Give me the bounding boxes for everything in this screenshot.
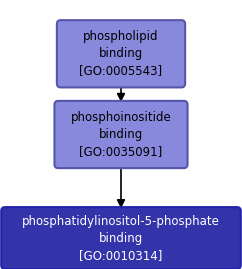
FancyBboxPatch shape [57,20,185,87]
Text: phospholipid
binding
[GO:0005543]: phospholipid binding [GO:0005543] [79,30,163,77]
Text: phosphoinositide
binding
[GO:0035091]: phosphoinositide binding [GO:0035091] [71,111,171,158]
FancyBboxPatch shape [54,101,188,168]
FancyBboxPatch shape [1,207,241,269]
Text: phosphatidylinositol-5-phosphate
binding
[GO:0010314]: phosphatidylinositol-5-phosphate binding… [22,215,220,261]
